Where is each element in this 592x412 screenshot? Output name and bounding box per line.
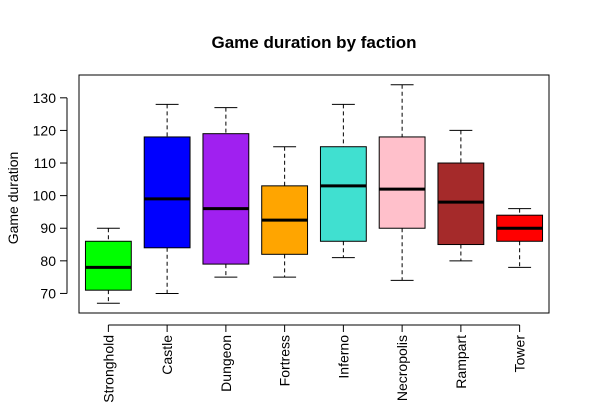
y-tick-label: 90 [40, 220, 56, 236]
box-rampart [437, 129, 485, 262]
y-tick-label: 130 [33, 90, 57, 106]
y-tick-label: 120 [33, 122, 57, 138]
y-tick-label: 110 [34, 155, 57, 171]
box-castle [143, 103, 191, 294]
box-iqr [84, 240, 132, 291]
box-inferno [319, 103, 367, 259]
box-stronghold [84, 227, 132, 304]
box-iqr [378, 136, 426, 229]
x-tick-label: Inferno [335, 335, 351, 379]
box-tower [496, 208, 544, 268]
box-iqr [437, 162, 485, 246]
box-necropolis [378, 84, 426, 281]
y-axis: 70 80 90 100 110 120 130 [33, 90, 68, 301]
y-tick-label: 100 [33, 188, 57, 204]
chart-title: Game duration by faction [212, 33, 417, 52]
box-fortress [261, 146, 309, 278]
y-tick-label: 70 [40, 285, 56, 301]
y-axis-label: Game duration [5, 152, 21, 245]
x-tick-label: Tower [512, 335, 528, 373]
x-tick-label: Dungeon [218, 335, 234, 392]
box-iqr [202, 133, 250, 265]
y-tick-label: 80 [40, 253, 56, 269]
x-tick-label: Necropolis [394, 335, 410, 401]
plot-frame [78, 74, 550, 314]
box-iqr [143, 136, 191, 249]
x-tick-label: Castle [159, 335, 175, 375]
x-tick-label: Rampart [453, 335, 469, 389]
box-dungeon [202, 107, 250, 278]
box-iqr [319, 146, 367, 242]
x-tick-label: Fortress [277, 335, 293, 386]
boxes [84, 84, 544, 304]
x-axis: Stronghold Castle Dungeon Fortress Inferno Ne… [100, 324, 528, 403]
x-tick-label: Stronghold [100, 335, 116, 403]
